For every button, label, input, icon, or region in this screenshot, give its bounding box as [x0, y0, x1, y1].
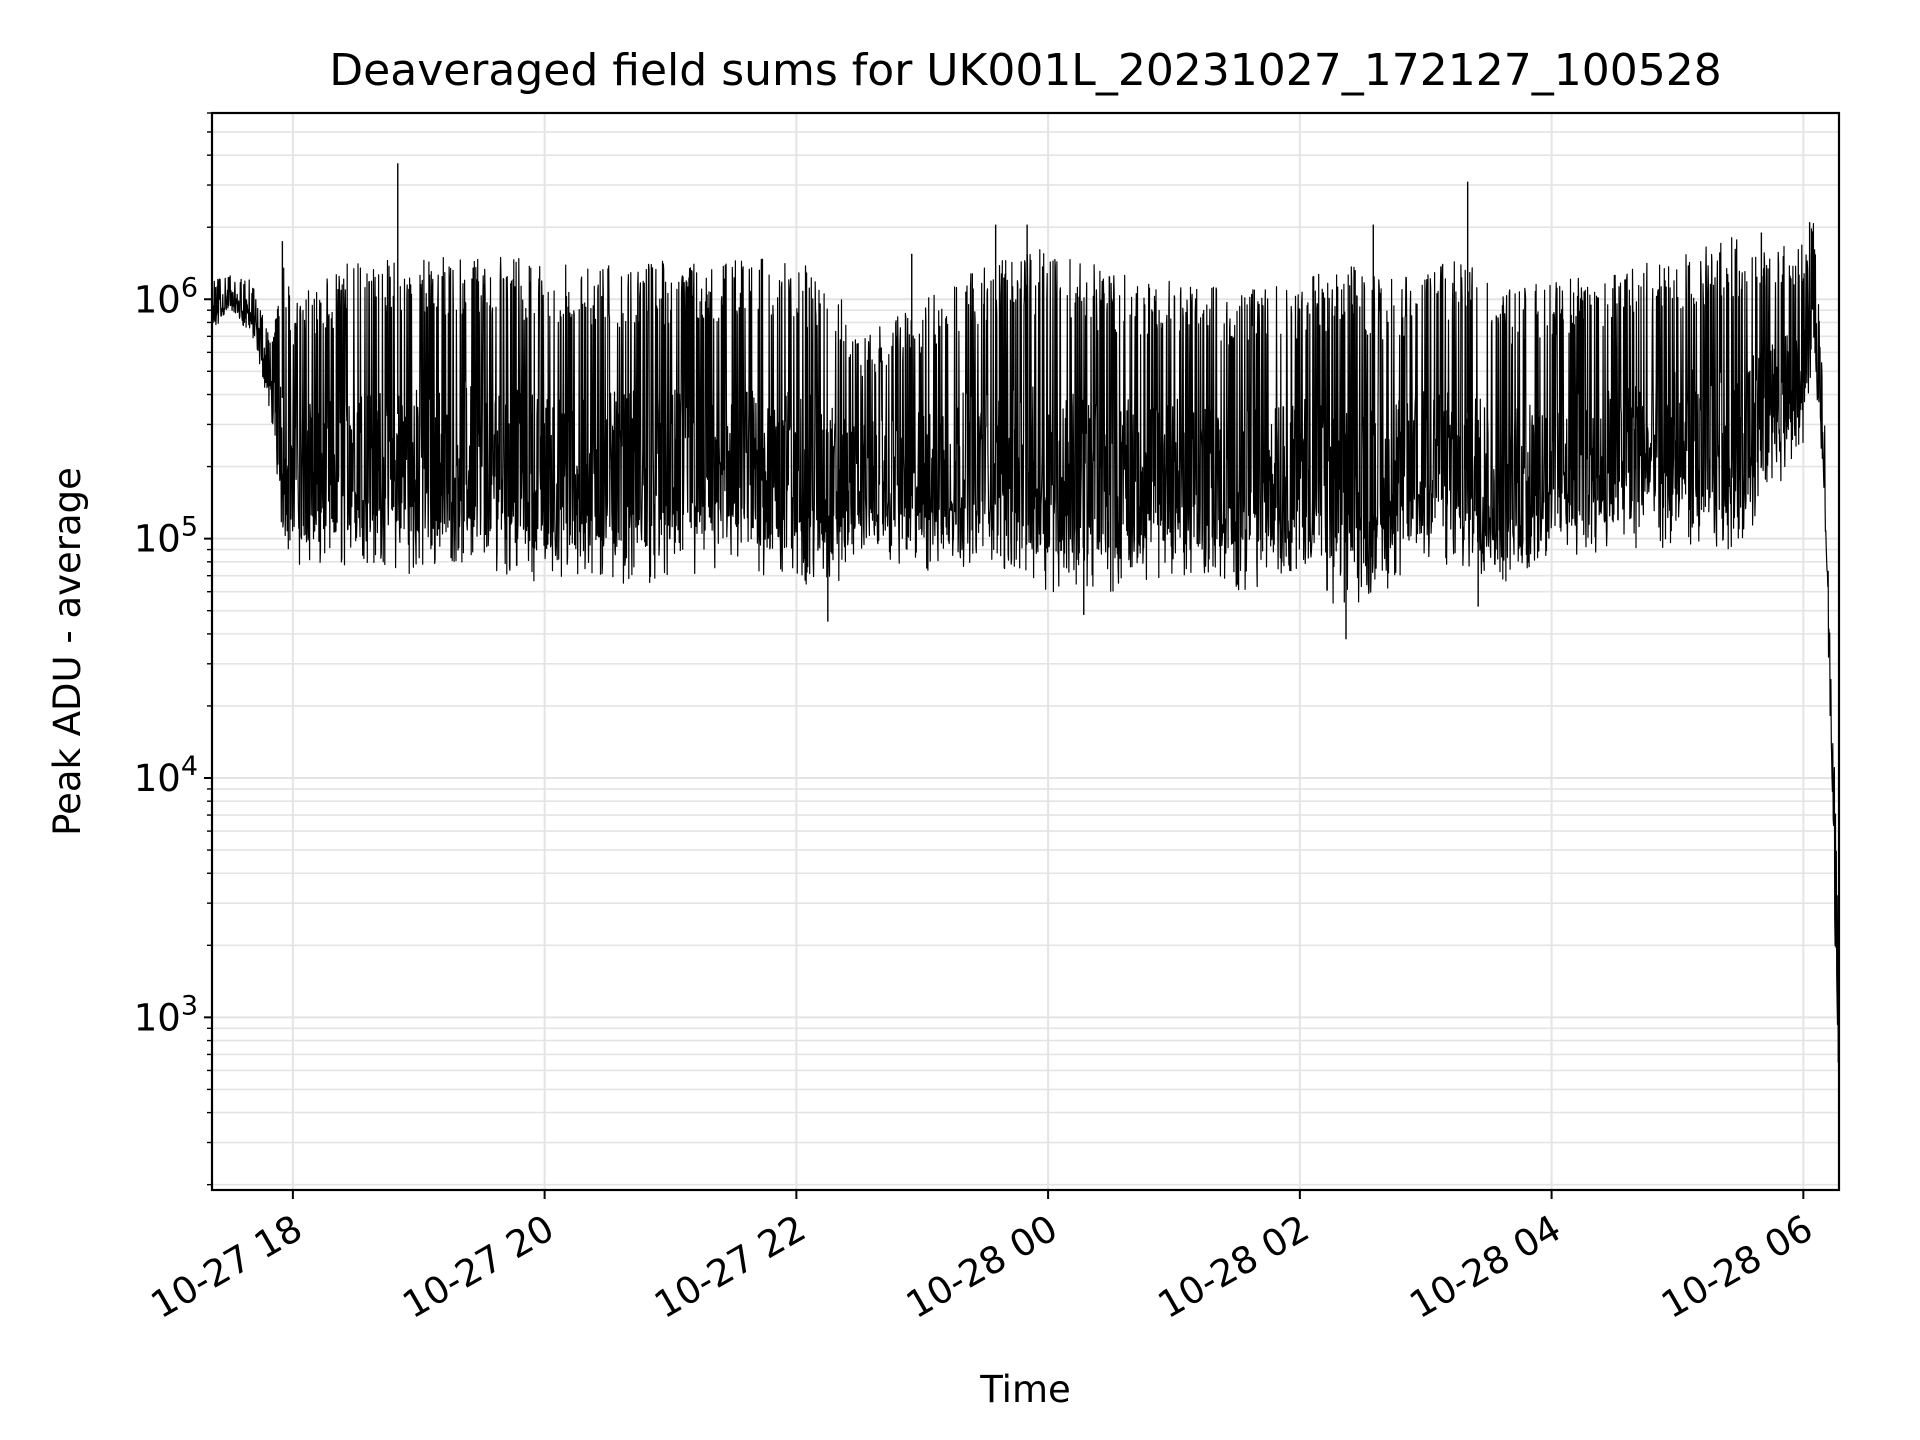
y-tick-label: 106 [134, 272, 198, 321]
series-group [211, 163, 1840, 1063]
y-tick-label: 105 [134, 512, 198, 561]
y-tick-label: 104 [134, 751, 198, 800]
y-axis: 103 104 105 106 [134, 112, 212, 1186]
y-axis-label: Peak ADU - average [46, 467, 89, 836]
y-tick-label: 103 [134, 990, 198, 1039]
series-line [211, 223, 1840, 1063]
grid [212, 112, 1839, 1190]
chart-title: Deaveraged field sums for UK001L_2023102… [329, 45, 1721, 96]
x-axis-label: Time [979, 1368, 1071, 1411]
plot-frame [210, 111, 1841, 1192]
